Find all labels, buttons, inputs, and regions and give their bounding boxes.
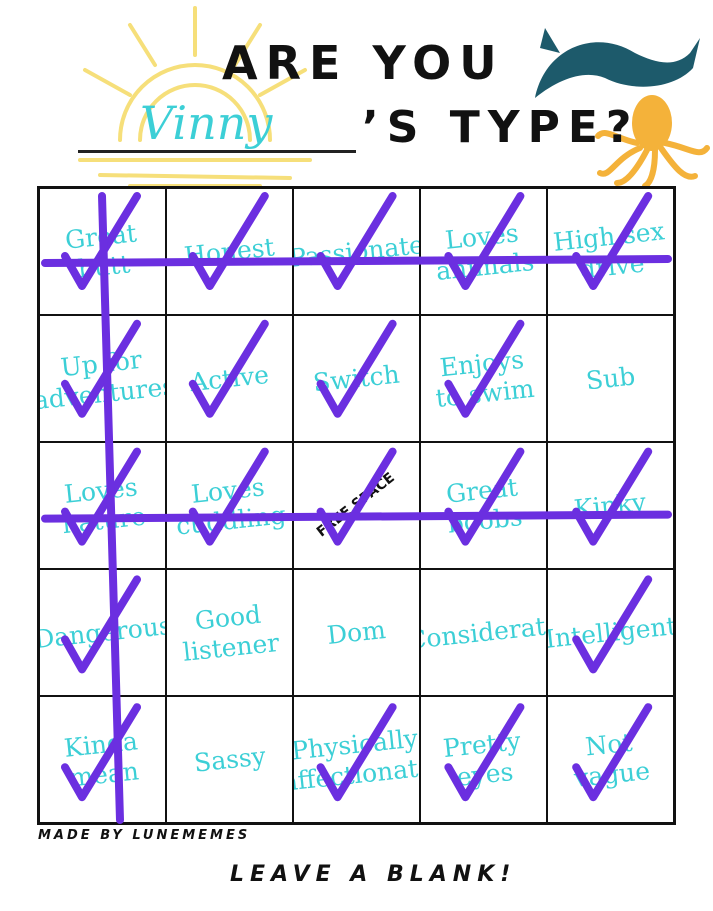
free-space-cell[interactable]: FREE SPACE — [293, 442, 420, 569]
bingo-cell[interactable]: Sub — [547, 315, 674, 442]
cell-label: Not vague — [572, 727, 652, 793]
bingo-cell[interactable]: Up for adventures — [39, 315, 166, 442]
cell-label: Dangerous — [39, 610, 166, 654]
cell-label: Switch — [311, 359, 402, 397]
cell-label: Considerate — [420, 609, 547, 655]
octopus-icon — [595, 95, 710, 188]
bingo-cell[interactable]: Dom — [293, 569, 420, 696]
bingo-cell[interactable]: Switch — [293, 315, 420, 442]
cell-label: Pretty eyes — [441, 725, 523, 792]
cell-label: Loves cuddling — [174, 471, 288, 541]
bingo-cell[interactable]: Pretty eyes — [420, 696, 547, 823]
bingo-cell[interactable]: Intelligent — [547, 569, 674, 696]
cell-label: Kinda mean — [62, 725, 141, 792]
bingo-cell[interactable]: Good listener — [166, 569, 293, 696]
bingo-cell[interactable]: Kinda mean — [39, 696, 166, 823]
cell-label: Enjoys to swim — [434, 344, 536, 413]
bingo-cell[interactable]: Enjoys to swim — [420, 315, 547, 442]
bingo-cell[interactable]: Honest — [166, 188, 293, 315]
cell-label: Sassy — [192, 740, 267, 778]
bingo-cell[interactable]: Physically affectionate — [293, 696, 420, 823]
bingo-cell[interactable]: Active — [166, 315, 293, 442]
cell-label: Passionate — [293, 229, 420, 273]
bingo-cell[interactable]: Kinky — [547, 442, 674, 569]
credit-text: MADE BY LUNEMEMES — [38, 828, 251, 843]
sun-icon — [78, 6, 312, 188]
cell-label: Good listener — [181, 599, 281, 667]
cell-label: Kinky — [573, 486, 648, 524]
cell-label: Up for adventures — [39, 344, 166, 415]
bingo-cell[interactable]: Considerate — [420, 569, 547, 696]
cell-label: Dom — [325, 614, 388, 650]
bingo-cell[interactable]: Loves animals — [420, 188, 547, 315]
bingo-cell[interactable]: Passionate — [293, 188, 420, 315]
bingo-grid: Great butt Honest Passionate Loves animals H… — [37, 186, 676, 825]
cell-label: Loves nature — [60, 471, 148, 539]
cell-label: FREE SPACE — [314, 469, 399, 541]
cell-label: Great boobs — [444, 471, 524, 539]
instruction-text: LEAVE A BLANK! — [230, 862, 517, 887]
cell-label: Great butt — [63, 217, 139, 284]
cell-label: Sub — [584, 361, 637, 395]
bingo-cell[interactable]: Great boobs — [420, 442, 547, 569]
bingo-cell[interactable]: High sex drive — [547, 188, 674, 315]
cell-label: Physically affectionate — [293, 723, 420, 797]
bingo-cell[interactable]: Not vague — [547, 696, 674, 823]
title-line-2: ’S TYPE? — [362, 102, 640, 153]
name-blank-line — [78, 150, 356, 153]
cell-label: Intelligent — [547, 610, 674, 654]
whale-icon — [535, 28, 700, 98]
bingo-cell[interactable]: Loves cuddling — [166, 442, 293, 569]
bingo-cell[interactable]: Great butt — [39, 188, 166, 315]
cell-label: Active — [188, 359, 271, 397]
bingo-cell[interactable]: Loves nature — [39, 442, 166, 569]
cell-label: High sex drive — [551, 215, 666, 284]
cell-label: Loves animals — [434, 217, 536, 286]
bingo-cell[interactable]: Sassy — [166, 696, 293, 823]
cell-label: Honest — [182, 231, 277, 271]
title-line-1: ARE YOU — [222, 36, 505, 90]
filled-name: Vinny — [140, 96, 273, 150]
bingo-cell[interactable]: Dangerous — [39, 569, 166, 696]
